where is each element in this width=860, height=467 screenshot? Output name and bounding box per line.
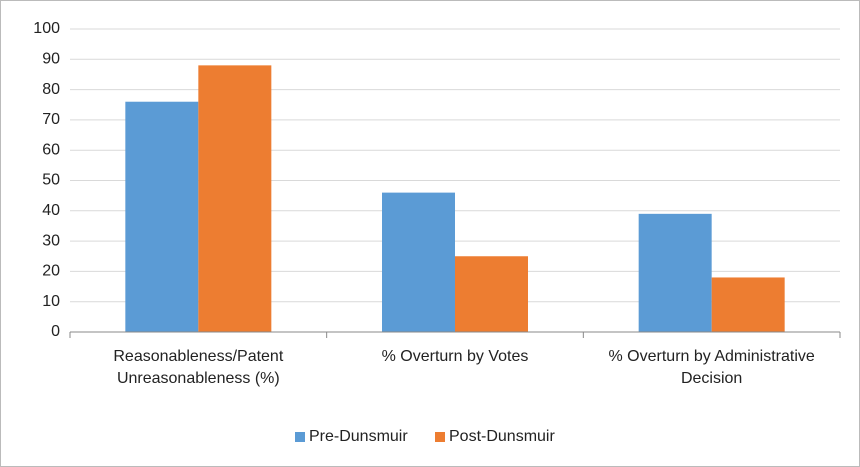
legend-swatch (295, 432, 305, 442)
bar (711, 277, 785, 332)
bar (125, 101, 199, 332)
y-tick-label: 40 (42, 202, 60, 219)
x-tick-label: % Overturn by Votes (381, 348, 529, 365)
y-tick-label: 70 (42, 111, 60, 128)
y-tick-label: 20 (42, 263, 60, 280)
x-tick-label: Reasonableness/Patent Unreasonableness (… (113, 348, 284, 387)
legend-label: Pre-Dunsmuir (309, 428, 408, 445)
bar (198, 65, 272, 333)
legend-label: Post-Dunsmuir (449, 428, 555, 445)
bar (455, 256, 528, 332)
bar (382, 192, 455, 332)
y-tick-label: 50 (42, 172, 60, 189)
legend-swatch (435, 432, 445, 442)
x-tick-label: % Overturn by Administrative Decision (608, 348, 815, 387)
y-tick-label: 30 (42, 232, 60, 249)
bar (638, 213, 712, 332)
y-tick-label: 100 (33, 20, 60, 37)
y-tick-label: 10 (42, 293, 60, 310)
y-tick-label: 0 (51, 323, 60, 340)
y-tick-label: 90 (42, 51, 60, 68)
y-tick-label: 60 (42, 141, 60, 158)
y-tick-label: 80 (42, 81, 60, 98)
